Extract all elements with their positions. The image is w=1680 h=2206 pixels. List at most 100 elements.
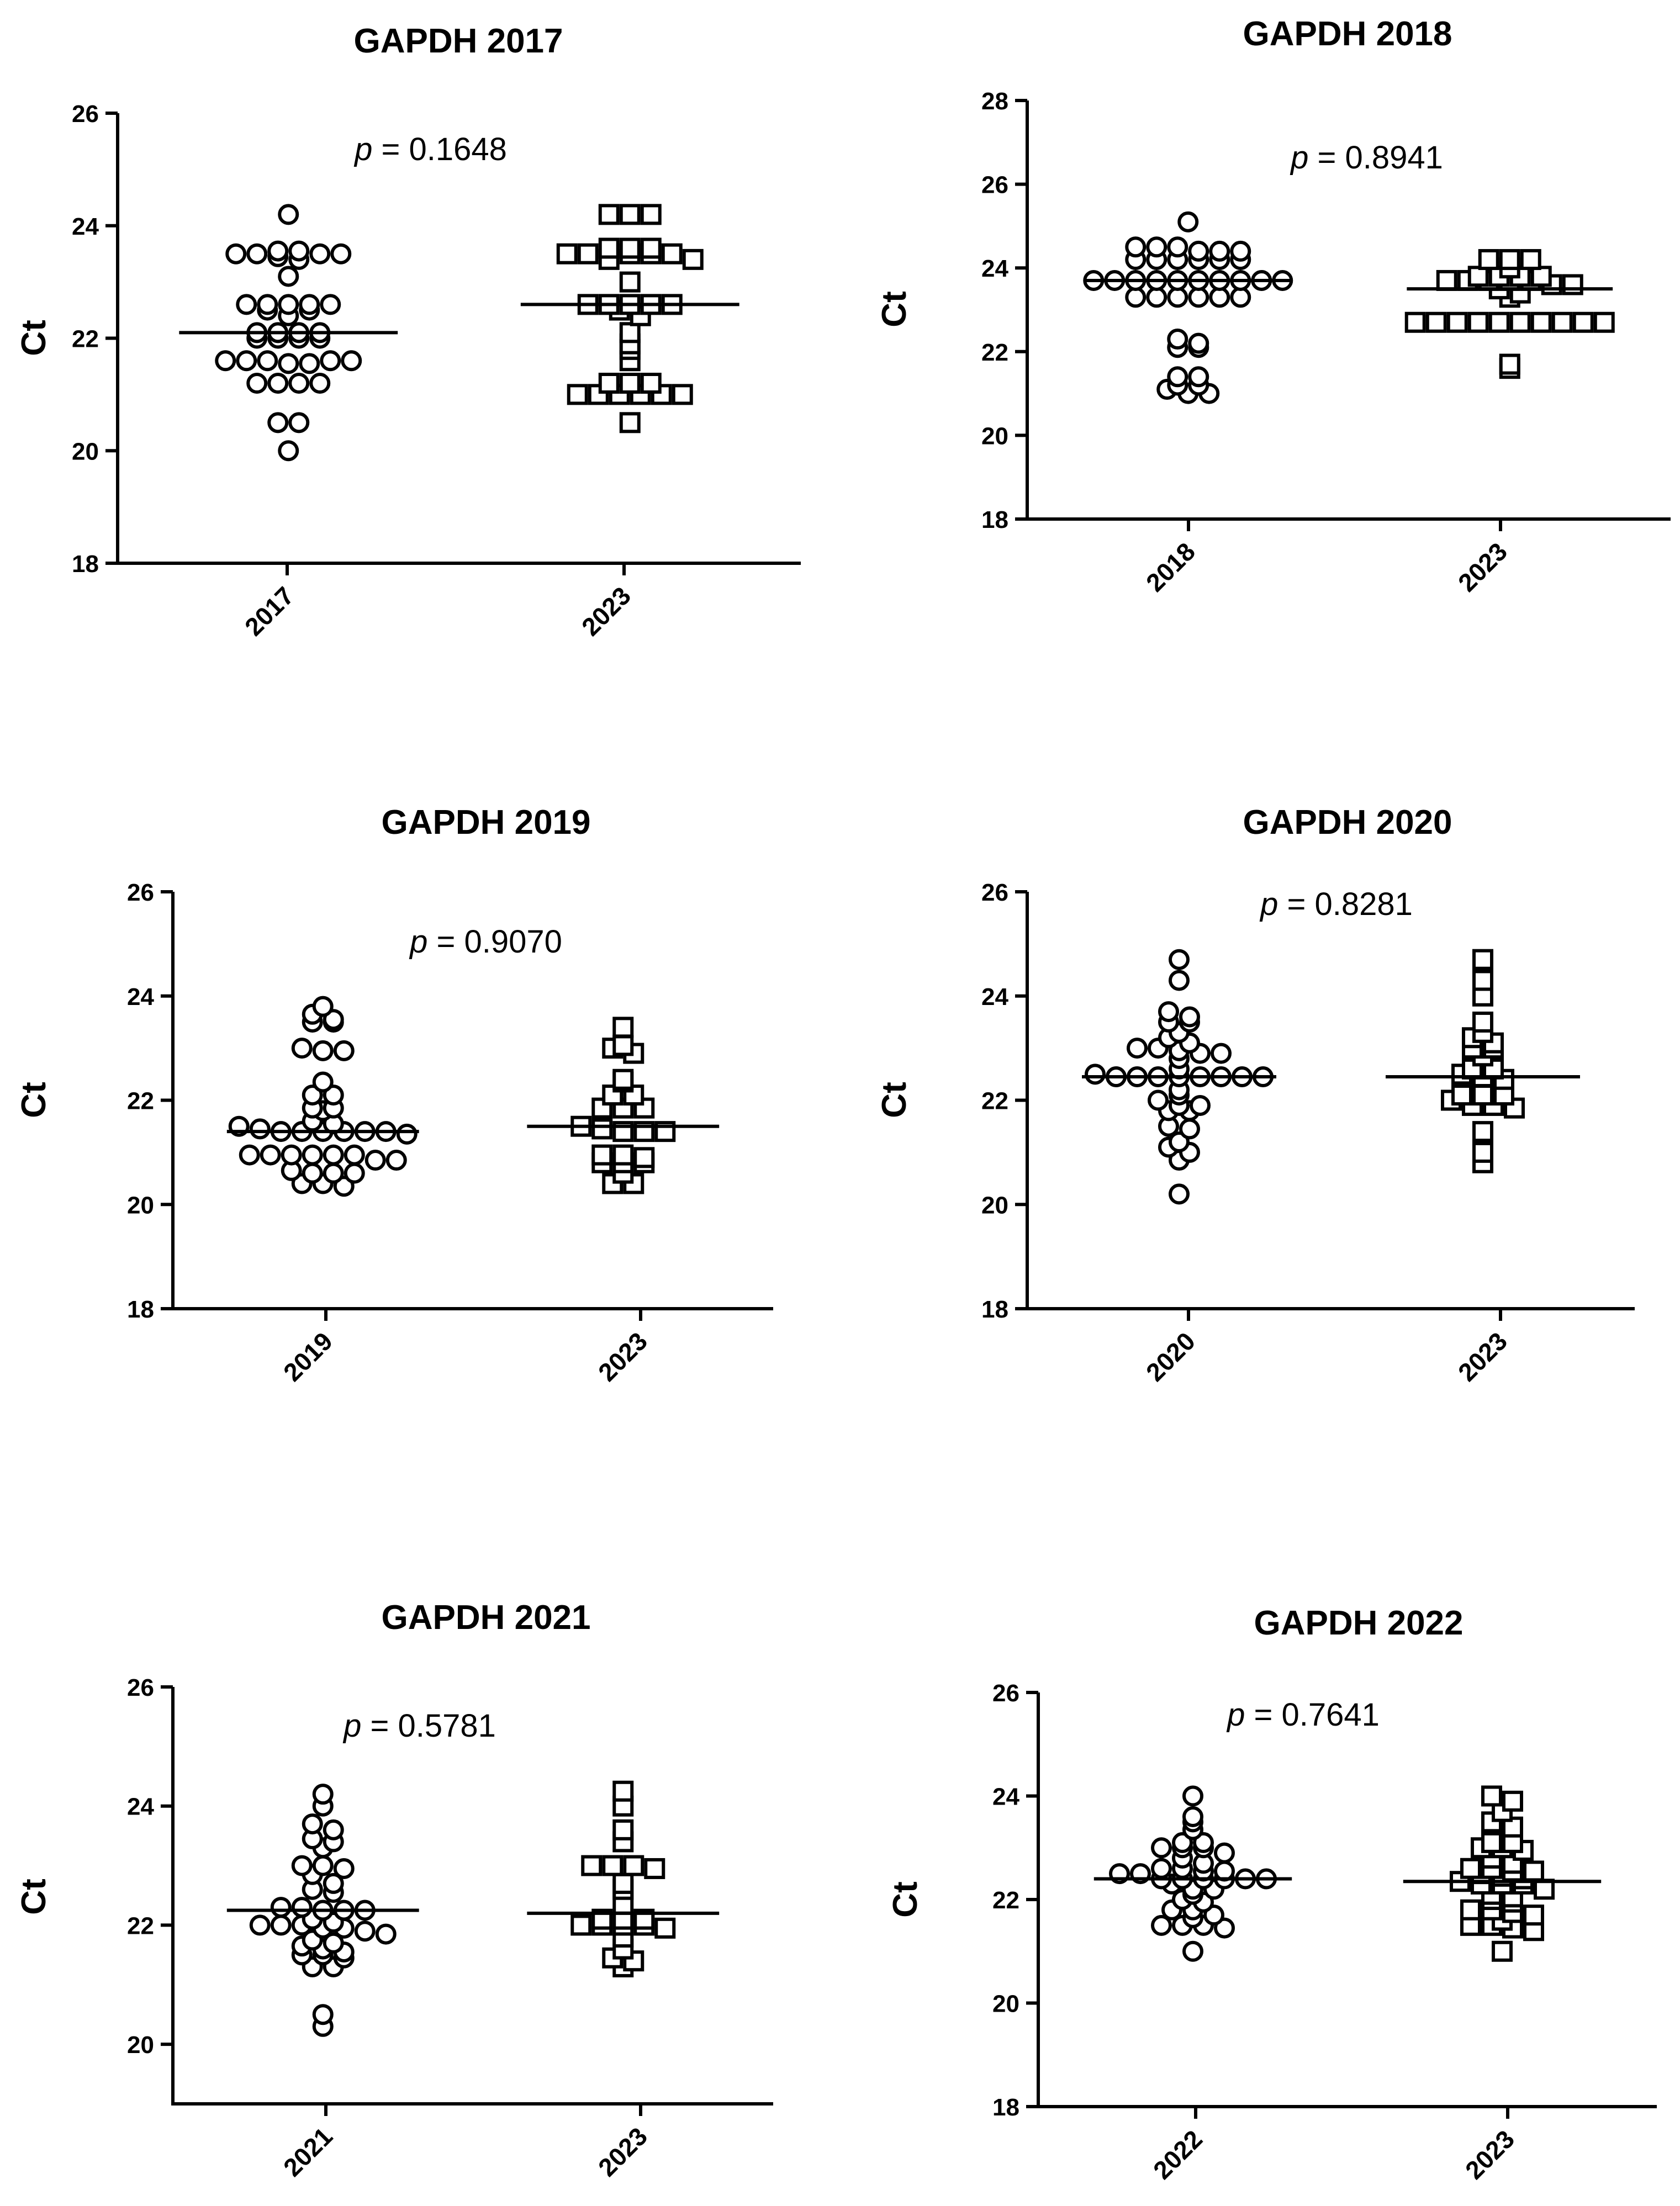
p-symbol: p [1259,886,1278,922]
y-axis-label: Ct [15,320,53,356]
x-category-2023: 2023 [1452,1326,1513,1387]
data-point-circle [1230,287,1251,308]
data-point-circle [1146,287,1167,308]
data-point-square [591,1144,613,1166]
data-point-circle [1169,949,1190,970]
data-point-circle [330,243,352,264]
data-point-circle [291,1897,313,1918]
p-symbol: p [1290,140,1308,176]
y-axis-ticks: 18 20 22 24 26 [127,879,173,1323]
data-point-circle [1085,1064,1106,1085]
data-point-circle [291,1855,313,1876]
panel-gapdh-2019: GAPDH 2019 Ct 18 20 22 24 26 2019 2023 p = 0… [15,803,773,1387]
data-point-circle [278,266,299,287]
y-tick-label: 26 [127,879,154,906]
median-lines [226,1908,720,1915]
data-point-circle [249,1914,271,1936]
data-point-circle [1182,1785,1203,1807]
median-lines [1093,1877,1602,1884]
panel-gapdh-2021: GAPDH 2021 Ct 20 22 24 26 2021 2023 p = 0.5… [15,1599,773,2182]
data-point-circle [312,2004,334,2025]
y-axis-label: Ct [15,1082,53,1118]
data-point-circle [1214,1842,1235,1864]
median-lines [179,303,739,335]
y-tick-label: 22 [72,326,99,353]
data-point-square [612,1819,634,1840]
data-point-square [1472,1121,1493,1142]
y-axis-ticks: 18 20 22 24 26 [72,100,118,578]
data-point-circle [320,294,341,315]
data-point-square [1460,1858,1481,1879]
y-axis-label: Ct [15,1879,53,1914]
data-point-circle [288,373,310,394]
data-point-circle [246,243,268,264]
y-tick-label: 18 [981,506,1008,533]
data-point-square [591,1118,613,1140]
data-point-circle [257,294,278,315]
data-point-square [577,243,599,264]
y-axis-label: Ct [875,1082,913,1118]
data-point-square [598,373,620,394]
data-point-square [1472,970,1493,991]
p-value: = 0.9070 [437,924,562,960]
data-point-square [1488,311,1510,333]
x-category-2019: 2019 [278,1326,338,1387]
data-point-circle [246,373,268,394]
y-tick-label: 20 [981,422,1008,449]
data-point-circle [333,1176,355,1197]
data-point-circle [354,1921,376,1942]
data-point-circle [341,350,362,372]
p-value-annotation: p = 0.8281 [1259,886,1413,922]
y-tick-label: 20 [72,438,99,465]
data-point-circle [302,1085,323,1106]
data-point-circle [1182,1940,1203,1962]
data-point-circle [309,243,331,264]
p-value-annotation: p = 0.1648 [353,131,507,167]
data-point-circle [225,243,247,264]
data-point-circle [236,350,257,372]
data-point-square [619,237,641,259]
p-value-annotation: p = 0.7641 [1226,1697,1380,1733]
y-tick-label: 24 [72,213,99,240]
data-point-circle [1182,1806,1203,1827]
p-value: = 0.7641 [1254,1697,1380,1733]
data-point-circle [1127,1038,1148,1059]
data-point-circle [1209,287,1230,308]
data-points [228,996,676,1197]
data-point-circle [1188,287,1209,308]
data-point-circle [302,1144,323,1166]
data-point-circle [1190,1094,1211,1116]
y-tick-label: 24 [992,1784,1019,1811]
data-point-square [612,1872,634,1894]
data-point-square [1520,249,1541,271]
data-point-square [619,204,641,225]
y-axis-ticks: 20 22 24 26 [127,1674,173,2059]
data-point-circle [1151,1858,1172,1879]
data-point-circle [1158,1001,1179,1023]
y-tick-label: 22 [981,1088,1008,1115]
panel-gapdh-2017: GAPDH 2017 Ct 18 20 22 24 26 2017 2023 p = 0… [15,22,801,641]
p-value: = 0.1648 [382,131,507,167]
data-point-circle [1188,332,1209,354]
data-point-circle [323,1932,344,1954]
data-point-square [619,322,641,343]
data-point-square [1509,311,1531,333]
data-point-circle [312,1040,334,1061]
data-point-square [619,373,641,394]
data-point-circle [323,1144,344,1166]
x-category-2020: 2020 [1140,1326,1201,1387]
x-category-2021: 2021 [278,2122,338,2182]
data-point-circle [1188,366,1209,388]
data-point-circle [1179,1118,1200,1140]
axes [1026,892,1635,1310]
data-point-circle [260,1144,281,1166]
data-point-circle [1151,1837,1172,1859]
data-point-square [1523,1905,1544,1926]
data-point-circle [1167,287,1188,308]
axes [171,892,773,1310]
data-point-circle [1177,211,1199,232]
data-point-circle [236,294,257,315]
data-point-square [598,204,620,225]
panel-title: GAPDH 2021 [381,1599,590,1637]
